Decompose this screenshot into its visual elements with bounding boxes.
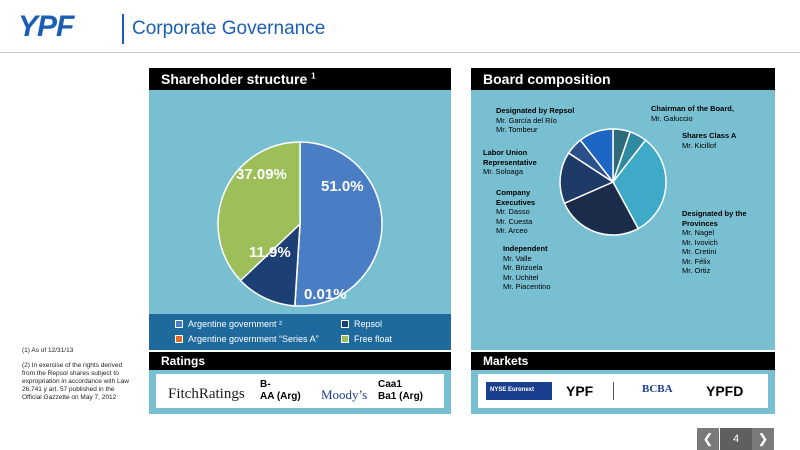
legend-item-argentine-government: Argentine government ² <box>175 319 282 329</box>
board-group-provinces: Designated by the Provinces Mr. Nagel Mr… <box>682 209 747 276</box>
board-group-executives: Company Executives Mr. Dasso Mr. Cuesta … <box>496 188 535 236</box>
board-slice-executives <box>559 151 615 205</box>
header-divider <box>122 14 124 44</box>
board-member: Mr. Valle <box>503 253 532 263</box>
ratings-box: FitchRatings B- AA (Arg) Moody’s Caa1 Ba… <box>156 374 444 408</box>
nyse-ticker: YPF <box>566 383 594 399</box>
ratings-panel: Ratings FitchRatings B- AA (Arg) Moody’s… <box>149 352 451 414</box>
board-panel: Board composition Designated by Repsol M… <box>471 68 775 350</box>
legend-item-repsol: Repsol <box>341 319 382 329</box>
shareholder-title: Shareholder structure <box>161 71 308 87</box>
board-group-heading: Designated by the <box>682 209 747 218</box>
shareholder-pie-chart <box>217 141 383 307</box>
board-panel-title: Board composition <box>471 68 775 90</box>
bcba-ticker: YPFD <box>706 383 744 399</box>
legend-item-series-a: Argentine government “Series A” <box>175 334 319 344</box>
footnote-line: Official Gazzette on May 7, 2012 <box>22 394 117 401</box>
board-member: Mr. Cretini <box>682 247 717 256</box>
legend-label: Repsol <box>354 319 383 329</box>
footnote-line: 26,741 y art. 57 published in the <box>22 386 115 393</box>
board-group-labor: Labor Union Representative Mr. Soloaga <box>483 148 537 177</box>
board-member: Mr. Ortiz <box>682 266 711 275</box>
legend-swatch <box>175 335 183 343</box>
legend-swatch <box>341 335 349 343</box>
board-pie-chart <box>559 128 667 236</box>
board-member: Mr. Arceo <box>496 226 528 235</box>
board-member: Mr. Soloaga <box>483 167 524 176</box>
board-group-class-a: Shares Class A Mr. Kicillof <box>682 131 736 150</box>
board-group-heading: Labor Union <box>483 148 528 157</box>
board-member: Mr. Tombeur <box>496 125 538 134</box>
footnote-2: (2) In exercise of the rights derived fr… <box>22 362 129 402</box>
page-number: 4 <box>720 428 752 450</box>
footnote-line: expropriation in accordance with Law <box>22 378 129 385</box>
board-member: Mr. Nagel <box>682 228 715 237</box>
board-group-heading: Representative <box>483 157 537 167</box>
shareholder-title-footnote: 1 <box>311 71 316 81</box>
moodys-rating: Caa1 Ba1 (Arg) <box>378 379 423 403</box>
moodys-rating-line: Ba1 (Arg) <box>378 391 424 402</box>
board-member: Mr. Piacentino <box>503 282 551 291</box>
next-slide-button[interactable]: ❯ <box>752 428 774 450</box>
shareholder-panel-title: Shareholder structure 1 <box>149 68 451 90</box>
bcba-logo: BCBA <box>642 383 673 395</box>
pie-label-argentine-government: 51.0% <box>321 178 364 195</box>
pie-slice-repsol <box>239 222 301 307</box>
board-slice-provinces <box>612 139 667 230</box>
board-group-heading: Independent <box>503 244 548 253</box>
board-group-heading: Designated by Repsol <box>496 106 575 115</box>
legend-item-free-float: Free float <box>341 334 392 344</box>
board-group-heading: Provinces <box>682 218 718 228</box>
shareholder-panel: Shareholder structure 1 51.0% 11.9% 37.0… <box>149 68 451 350</box>
legend-swatch <box>341 320 349 328</box>
board-group-heading: Company <box>496 188 531 197</box>
board-member: Mr. Brizuela <box>503 263 543 272</box>
pie-label-repsol: 11.9% <box>249 244 291 261</box>
pie-label-series-a: 0.01% <box>304 286 347 303</box>
board-member: Mr. Ivovich <box>682 237 718 247</box>
moodys-rating-line: Caa1 <box>378 379 402 390</box>
board-member: Mr. Félix <box>682 256 711 266</box>
legend-swatch <box>175 320 183 328</box>
board-group-heading: Executives <box>496 197 536 207</box>
footnote-line: from the Repsol shares subject to <box>22 370 119 377</box>
markets-box: NYSE Euronext YPF BCBA YPFD <box>478 374 768 408</box>
nyse-euronext-logo: NYSE Euronext <box>486 382 552 400</box>
board-member: Mr. García del Río <box>496 115 557 125</box>
markets-panel-title: Markets <box>471 352 775 370</box>
board-group-chairman: Chairman of the Board, Mr. Galuccio <box>651 104 734 123</box>
legend-label: Argentine government “Series A” <box>188 334 319 344</box>
board-group-repsol: Designated by Repsol Mr. García del Río … <box>496 106 574 135</box>
board-slice-repsol <box>579 128 614 185</box>
footnote-1: (1) As of 12/31/13 <box>22 347 74 354</box>
board-group-independent: Independent Mr. Valle Mr. Brizuela Mr. U… <box>503 244 551 292</box>
legend-label: Argentine government ² <box>188 319 283 329</box>
fitch-rating-line: B- <box>260 379 271 390</box>
board-group-heading: Shares Class A <box>682 131 737 140</box>
page-title: Corporate Governance <box>132 18 326 39</box>
pie-label-free-float: 37.09% <box>236 166 287 183</box>
header-rule <box>0 52 800 53</box>
pie-slice-argentine-government <box>294 141 383 307</box>
board-member: Mr. Kicillof <box>682 140 717 150</box>
shareholder-legend: Argentine government ² Repsol Argentine … <box>149 314 451 350</box>
pie-slice-free-float <box>217 141 301 282</box>
board-group-heading: Chairman of the Board, <box>651 104 734 113</box>
footnote-line: (2) In exercise of the rights derived <box>22 362 123 369</box>
moodys-logo: Moody’s <box>321 387 368 402</box>
fitch-rating-line: AA (Arg) <box>260 391 301 402</box>
fitch-rating: B- AA (Arg) <box>260 379 301 403</box>
markets-divider <box>613 382 614 400</box>
ypf-logo: YPF <box>18 10 74 43</box>
ratings-panel-title: Ratings <box>149 352 451 370</box>
markets-panel: Markets NYSE Euronext YPF BCBA YPFD <box>471 352 775 414</box>
board-member: Mr. Galuccio <box>651 113 693 123</box>
fitch-ratings-logo: FitchRatings <box>168 386 245 402</box>
legend-label: Free float <box>354 334 393 344</box>
board-member: Mr. Dasso <box>496 207 530 216</box>
prev-slide-button[interactable]: ❮ <box>697 428 719 450</box>
board-member: Mr. Cuesta <box>496 216 533 226</box>
board-member: Mr. Uchitel <box>503 272 539 282</box>
